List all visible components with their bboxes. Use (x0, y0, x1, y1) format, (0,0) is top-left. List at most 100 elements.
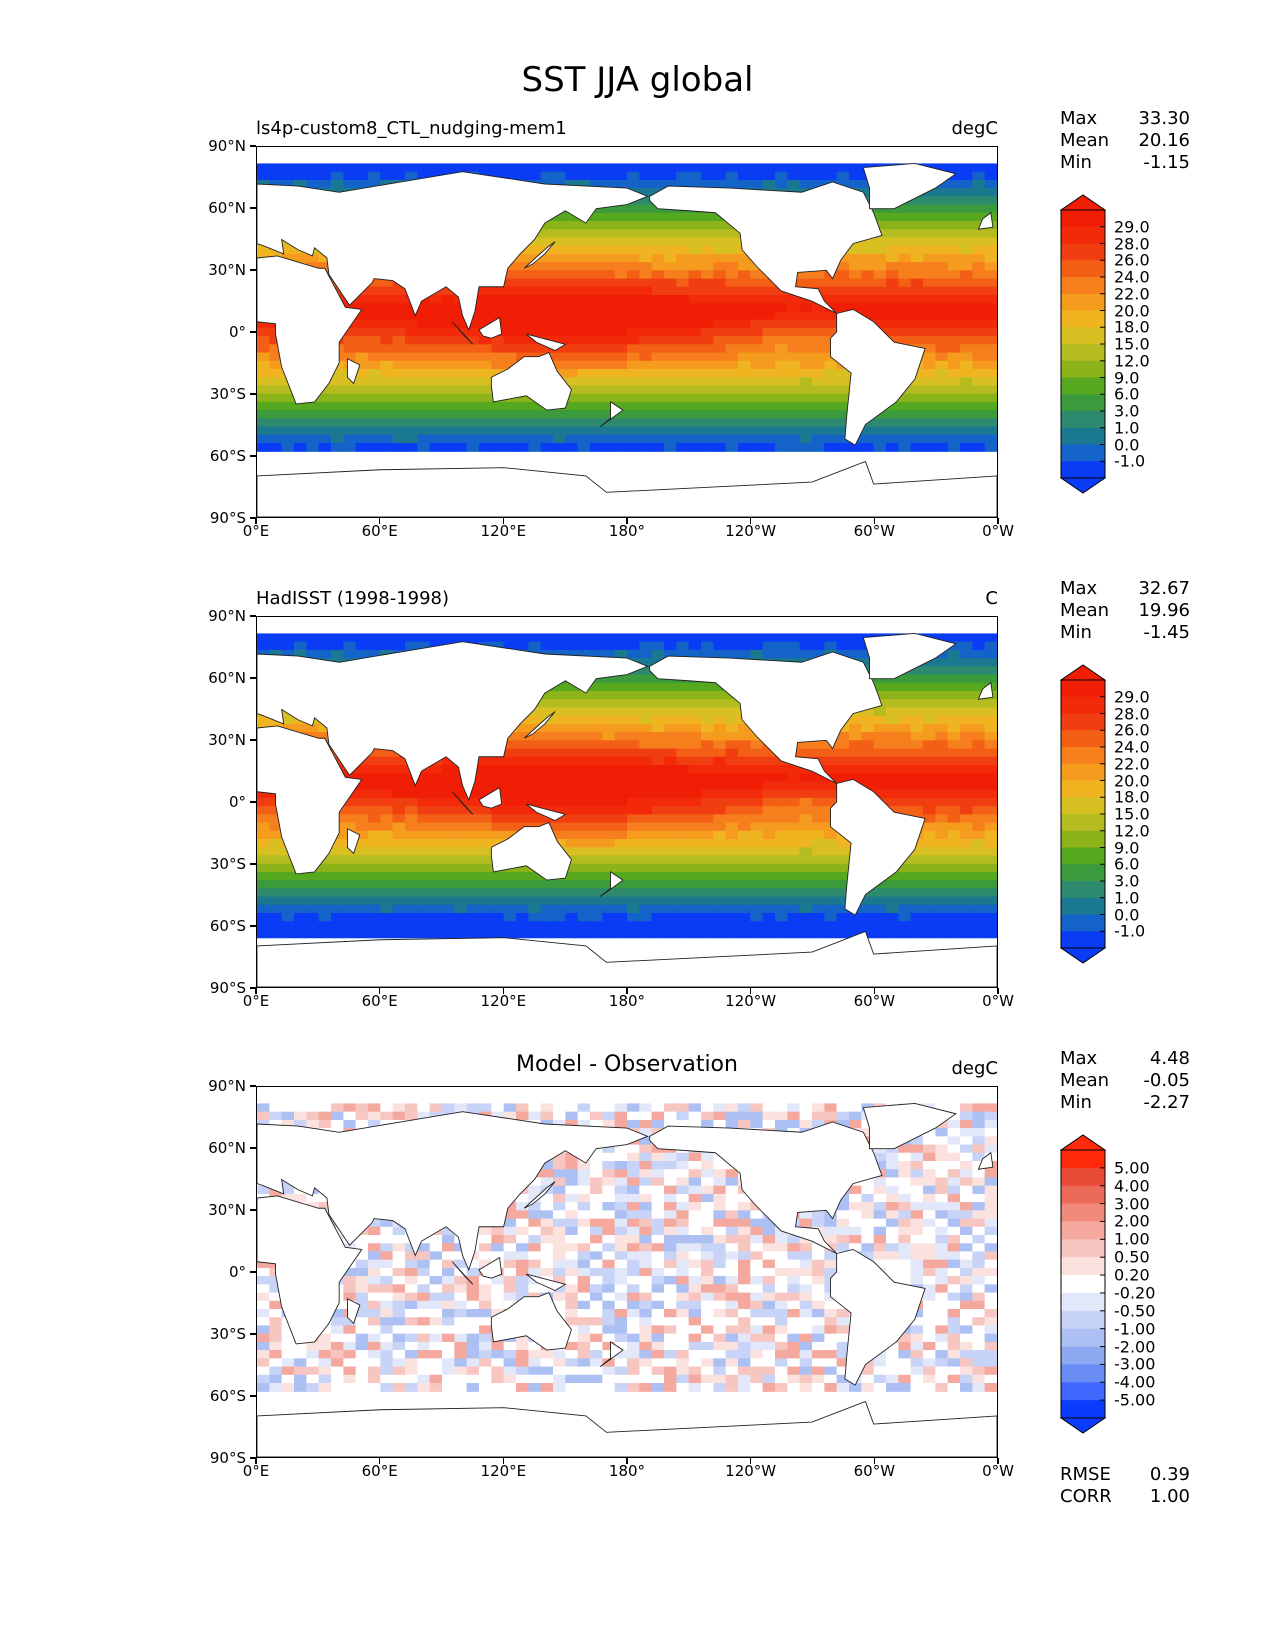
field-cell (442, 319, 455, 329)
field-cell (972, 904, 986, 914)
field-cell (368, 748, 381, 758)
field-cell (380, 360, 394, 370)
field-cell (553, 163, 566, 173)
field-cell (923, 319, 936, 329)
field-cell (812, 633, 825, 643)
field-cell (380, 765, 394, 774)
field-cell (417, 855, 431, 865)
field-cell (898, 1152, 912, 1162)
field-cell (491, 443, 505, 452)
field-cell (257, 789, 270, 799)
field-cell (466, 352, 480, 362)
field-cell (676, 237, 690, 247)
field-cell (639, 443, 653, 452)
field-cell (886, 212, 899, 222)
field-cell (602, 311, 616, 321)
field-cell (725, 229, 739, 239)
field-cell (701, 212, 714, 222)
field-cell (972, 863, 986, 873)
field-cell (639, 1103, 653, 1113)
field-cell (701, 336, 714, 345)
field-cell (627, 839, 640, 848)
field-cell (528, 319, 542, 329)
field-cell (639, 633, 653, 643)
field-cell (516, 311, 529, 321)
field-cell (725, 781, 739, 791)
field-cell (984, 418, 997, 428)
field-cell (701, 699, 714, 709)
field-cell (812, 814, 825, 824)
field-cell (713, 1103, 727, 1113)
field-cell (762, 352, 776, 362)
field-cell (540, 426, 554, 436)
field-cell (318, 171, 332, 181)
field-cell (750, 385, 764, 395)
field-cell (651, 286, 665, 296)
field-cell (392, 641, 406, 651)
field-cell (380, 1111, 394, 1121)
field-cell (392, 327, 406, 337)
field-cell (590, 633, 603, 643)
field-cell (762, 649, 776, 659)
field-cell (479, 336, 492, 345)
field-cell (602, 344, 616, 354)
field-cell (886, 434, 899, 444)
field-cell (664, 286, 677, 296)
field-cell (553, 913, 566, 922)
field-cell (602, 1152, 616, 1162)
field-cell (355, 319, 369, 329)
field-cell (294, 896, 307, 906)
field-cell (442, 1103, 455, 1113)
field-cell (787, 1111, 801, 1121)
field-cell (701, 732, 714, 741)
field-cell (343, 822, 357, 832)
field-cell (257, 352, 270, 362)
field-cell (516, 418, 529, 428)
field-cell (861, 1119, 875, 1129)
field-cell (738, 871, 751, 881)
field-cell (923, 344, 936, 354)
field-cell (873, 896, 887, 906)
field-cell (269, 830, 283, 840)
field-cell (627, 319, 640, 329)
field-cell (935, 674, 949, 684)
field-cell (787, 443, 801, 452)
field-cell (910, 221, 924, 230)
field-cell (923, 781, 936, 791)
field-cell (639, 674, 653, 684)
field-cell (935, 649, 949, 659)
field-cell (960, 830, 973, 840)
colorbar-segment (1061, 210, 1105, 228)
field-cell (368, 913, 381, 922)
field-cell (923, 327, 936, 337)
field-cell (651, 171, 665, 181)
field-cell (553, 839, 566, 848)
field-cell (824, 1111, 838, 1121)
field-cell (565, 723, 579, 733)
field-cell (947, 196, 961, 206)
field-cell (343, 401, 357, 411)
colorbar-graphic (1060, 194, 1106, 494)
field-cell (355, 641, 369, 651)
field-cell (466, 929, 480, 939)
field-cell (725, 286, 739, 296)
field-cell (923, 443, 936, 452)
field-cell (960, 765, 973, 774)
field-cell (306, 401, 320, 411)
field-cell (479, 929, 492, 939)
field-cell (368, 855, 381, 865)
field-cell (627, 847, 640, 857)
field-cell (676, 806, 690, 815)
field-cell (664, 715, 677, 725)
field-cell (429, 896, 443, 906)
field-cell (688, 311, 702, 321)
lat-tick (250, 517, 256, 519)
field-cell (565, 352, 579, 362)
field-cell (627, 789, 640, 799)
field-cell (639, 245, 653, 255)
land-polygon (525, 803, 567, 822)
field-cell (627, 295, 640, 304)
field-cell (577, 311, 591, 321)
field-cell (972, 748, 986, 758)
field-cell (540, 723, 554, 733)
